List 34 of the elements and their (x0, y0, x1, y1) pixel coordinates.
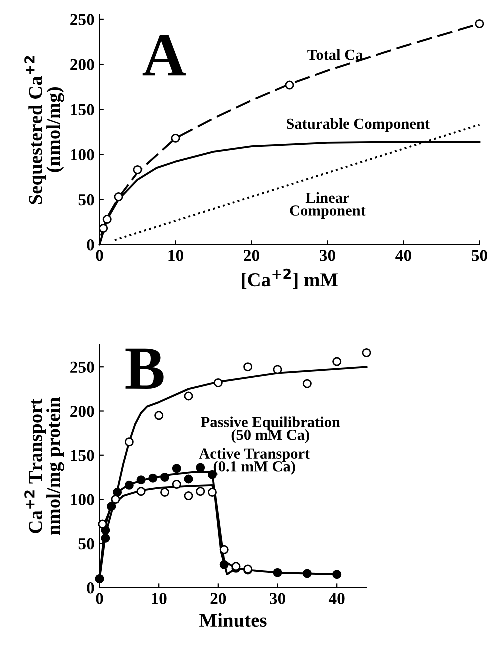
x-tick-label: 30 (270, 593, 286, 604)
x-tick-label: 30 (320, 250, 336, 262)
x-tick-label: 50 (472, 250, 488, 262)
x-tick-label: 20 (244, 250, 260, 262)
x-tick-label: 20 (210, 593, 226, 604)
x-tick-label: 10 (168, 250, 184, 262)
y-tick-label: 0 (87, 582, 94, 594)
y-tick-label: 100 (71, 149, 94, 161)
y-tick-label: 150 (71, 450, 94, 462)
y-tick-label: 200 (70, 406, 94, 418)
x-tick-label: 0 (96, 593, 104, 604)
series-label: Active Transport (0.1 mM Ca) (199, 448, 310, 475)
y-tick-label: 0 (87, 239, 94, 251)
x-tick-label: 40 (328, 593, 345, 604)
y-tick-label: 50 (78, 538, 94, 550)
series-label: Saturable Component (287, 118, 430, 132)
y-tick-label: 150 (71, 104, 94, 116)
annotation: A (142, 35, 186, 76)
series-label: Total Ca (308, 49, 364, 60)
x-axis-title: [Ca$^{+2}$] mM (242, 268, 338, 290)
x-tick-label: 40 (396, 250, 412, 262)
series-label: Passive Equilibration (50 mM Ca) (201, 416, 340, 444)
y-tick-label: 200 (70, 59, 94, 70)
y-axis-title: Ca$^{+2}$ Transport nmol/mg protein (24, 398, 64, 536)
y-tick-label: 250 (70, 362, 94, 374)
text: Sequestered Ca$^{+2}$ (nmol/mg) (24, 56, 64, 204)
x-axis-title: Minutes (200, 613, 267, 628)
x-tick-label: 0 (96, 250, 104, 262)
y-tick-label: 50 (78, 194, 94, 206)
series-label: Linear Component (290, 192, 366, 220)
x-tick-label: 10 (152, 593, 167, 604)
annotation: B (126, 348, 164, 390)
y-tick-label: 250 (70, 14, 94, 26)
y-tick-label: 100 (71, 494, 94, 506)
